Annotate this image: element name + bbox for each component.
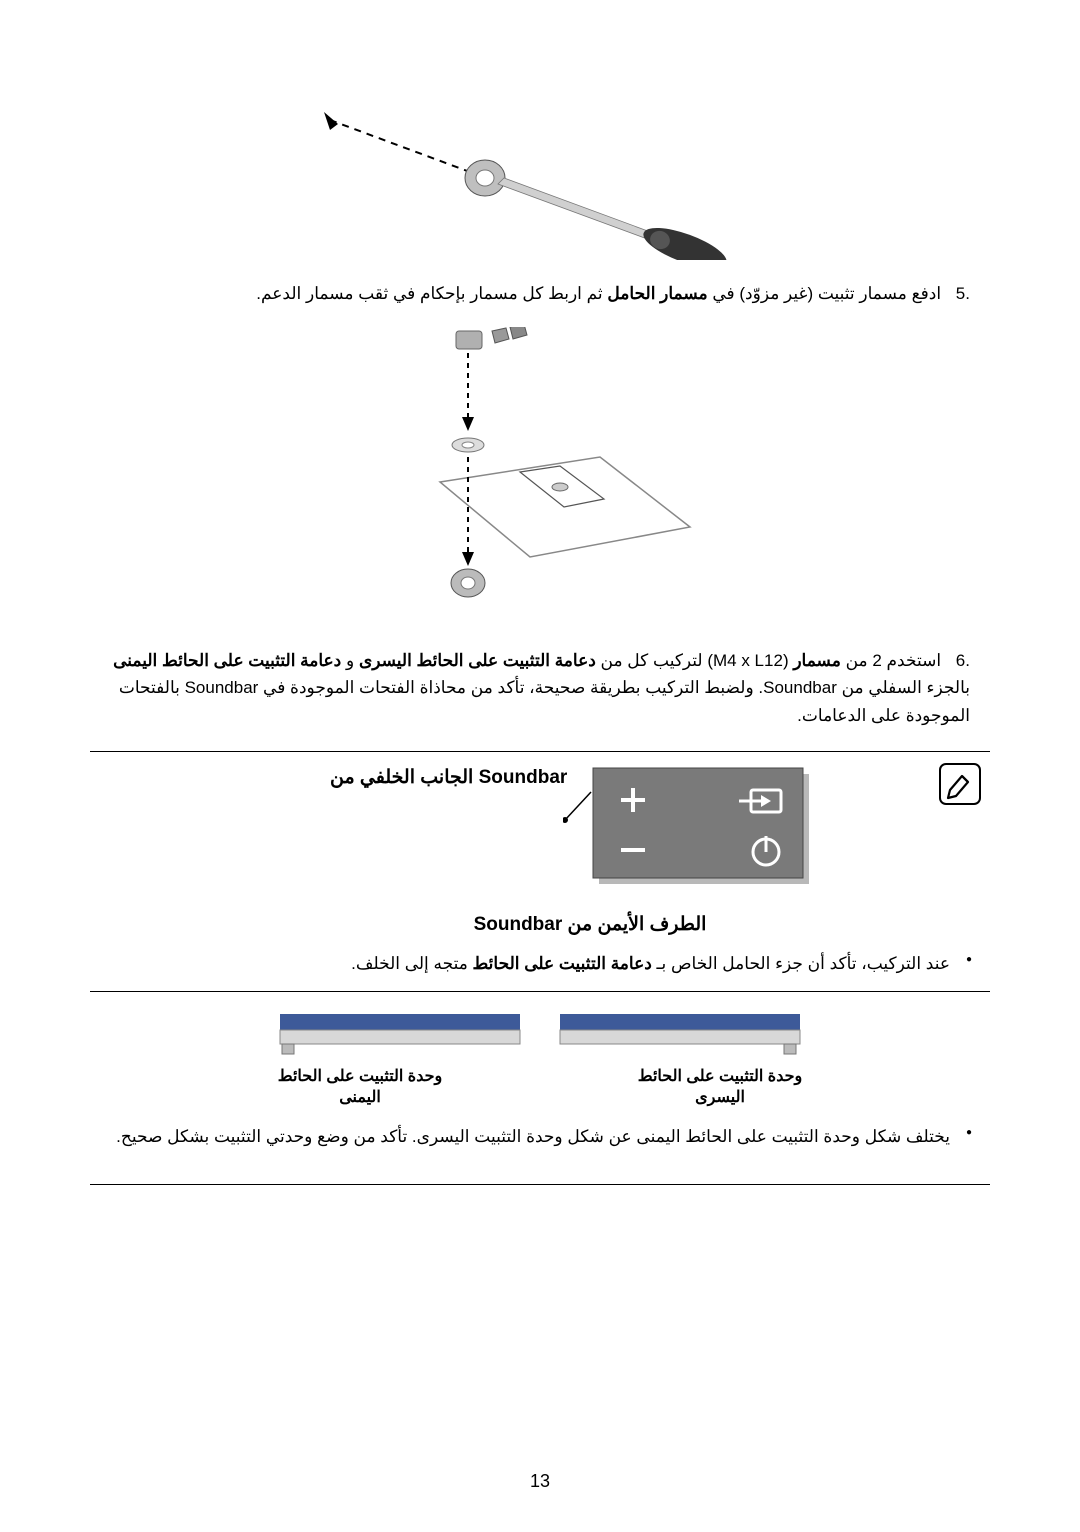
step-5-prefix: ادفع مسمار تثبيت (غير مزوّد) في: [708, 284, 941, 303]
soundbar-side-label: الطرف الأيمن من Soundbar: [440, 913, 740, 936]
step-6-mid1: (M4 x L12) لتركيب كل من: [596, 651, 789, 670]
soundbar-back-label: الجانب الخلفي من Soundbar: [330, 767, 567, 788]
bracket-left-label: وحدة التثبيت على الحائط اليسرى: [620, 1067, 820, 1109]
brackets-diagram: [260, 1006, 820, 1061]
bracket-right-label: وحدة التثبيت على الحائط اليمنى: [260, 1067, 460, 1109]
soundbar-back-panel: [591, 766, 821, 896]
bullet-back-facing: عند التركيب، تأكد أن جزء الحامل الخاص بـ…: [90, 950, 990, 977]
step-5: .5 ادفع مسمار تثبيت (غير مزوّد) في مسمار…: [90, 280, 990, 307]
step-6: .6 استخدم 2 من مسمار (M4 x L12) لتركيب ك…: [90, 647, 990, 729]
page-number: 13: [0, 1471, 1080, 1492]
note-icon: [938, 762, 982, 806]
screwdriver-diagram: [320, 100, 760, 260]
step-6-mid2: و: [341, 651, 354, 670]
figure-screwdriver: [90, 100, 990, 260]
step-5-number: .5: [956, 284, 970, 303]
bracket-labels: وحدة التثبيت على الحائط اليسرى وحدة التث…: [90, 1067, 990, 1109]
wall-screw-diagram: [360, 327, 720, 627]
step-6-b2: دعامة التثبيت على الحائط اليسرى: [359, 651, 596, 670]
bullet1-suffix: متجه إلى الخلف.: [351, 954, 468, 973]
step-6-number: .6: [956, 651, 970, 670]
step-5-suffix: ثم اربط كل مسمار بإحكام في ثقب مسمار الد…: [256, 284, 602, 303]
step-6-b3: دعامة التثبيت على الحائط اليمنى: [113, 651, 341, 670]
pointer-line: [563, 790, 593, 830]
figure-wall-screw: [90, 327, 990, 627]
brackets-diagram-row: [90, 1006, 990, 1061]
step-6-prefix: استخدم 2 من: [841, 651, 941, 670]
bullet1-prefix: عند التركيب، تأكد أن جزء الحامل الخاص بـ: [652, 954, 950, 973]
step-6-suffix: بالجزء السفلي من Soundbar. ولضبط التركيب…: [119, 678, 970, 724]
document-page: .5 ادفع مسمار تثبيت (غير مزوّد) في مسمار…: [0, 0, 1080, 1532]
soundbar-panel-section: الجانب الخلفي من Soundbar: [90, 751, 990, 1185]
bullet-shape-differs: يختلف شكل وحدة التثبيت على الحائط اليمنى…: [90, 1123, 990, 1150]
step-5-bold: مسمار الحامل: [607, 284, 707, 303]
inner-divider: [90, 991, 990, 992]
bullet1-bold: دعامة التثبيت على الحائط: [473, 954, 652, 973]
step-6-b1: مسمار: [793, 651, 841, 670]
